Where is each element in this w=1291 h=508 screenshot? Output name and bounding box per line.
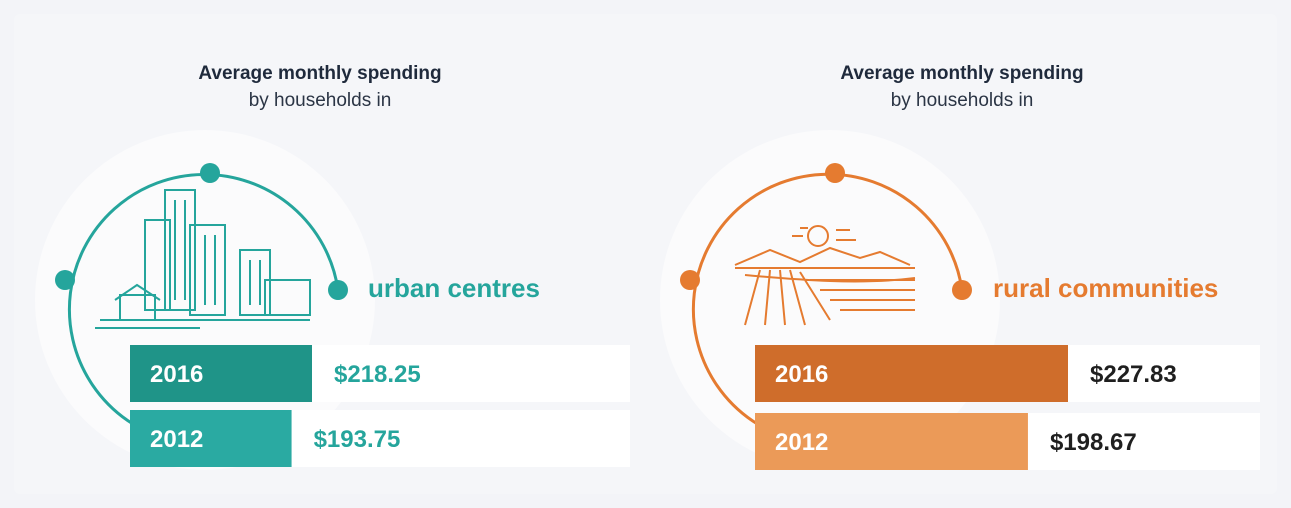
category-label: 2016 xyxy=(775,361,828,388)
arc-dot xyxy=(825,163,845,183)
series-label: rural communities xyxy=(993,273,1218,303)
arc-dot xyxy=(200,163,220,183)
arc-dot xyxy=(328,280,348,300)
chart-title: Average monthly spending xyxy=(840,63,1083,84)
value-label: $218.25 xyxy=(334,361,421,388)
value-label: $198.67 xyxy=(1050,429,1137,456)
chart-subtitle: by households in xyxy=(249,90,392,111)
category-label: 2012 xyxy=(150,426,203,453)
infographic: Average monthly spending by households in… xyxy=(0,0,1291,508)
series-label: urban centres xyxy=(368,273,540,303)
chart-subtitle: by households in xyxy=(891,90,1034,111)
chart-title: Average monthly spending xyxy=(198,63,441,84)
value-label: $227.83 xyxy=(1090,361,1177,388)
arc-dot xyxy=(55,270,75,290)
arc-dot xyxy=(680,270,700,290)
value-label: $193.75 xyxy=(314,426,401,453)
category-label: 2012 xyxy=(775,429,828,456)
arc-dot xyxy=(952,280,972,300)
category-label: 2016 xyxy=(150,361,203,388)
